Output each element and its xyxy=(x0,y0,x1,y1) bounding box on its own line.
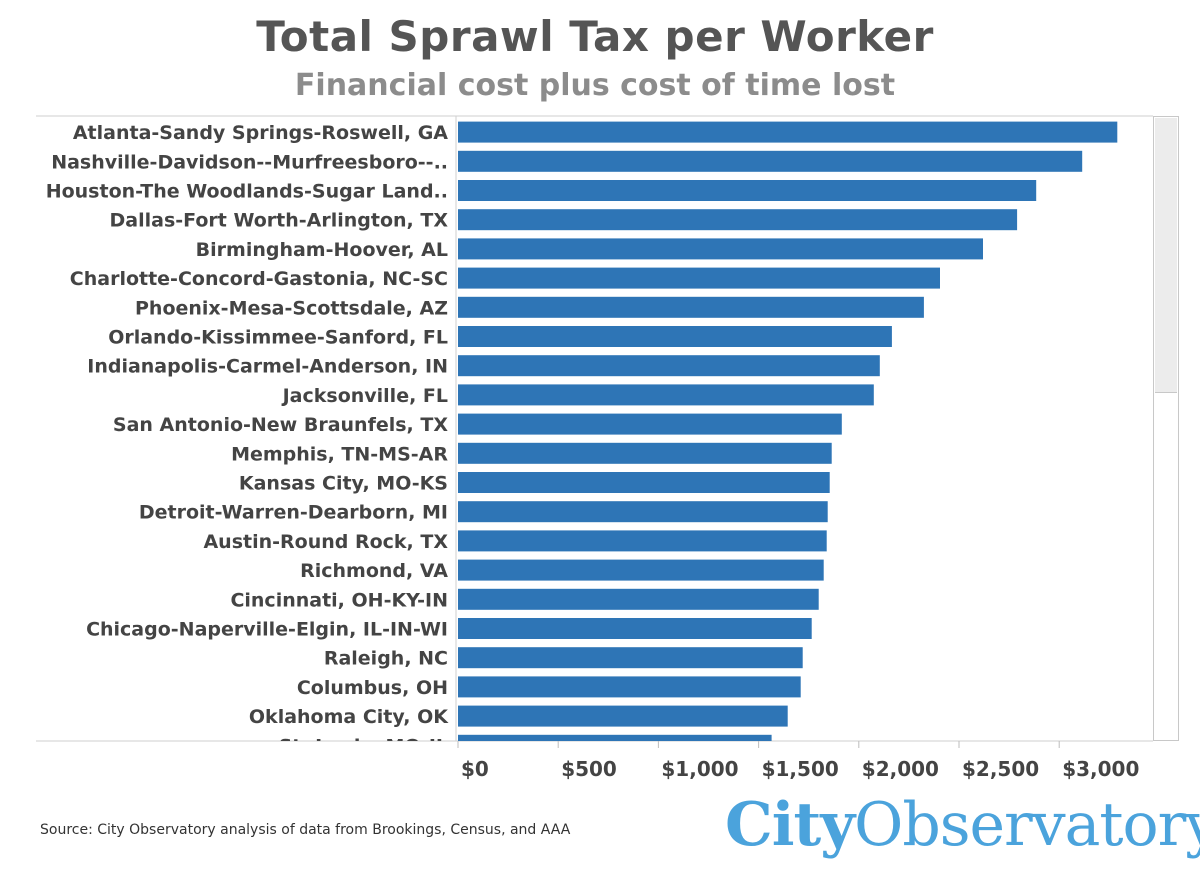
category-label-12: Kansas City, MO-KS xyxy=(239,473,448,495)
x-tick-label-5: $2,500 xyxy=(962,757,1039,781)
bars-group xyxy=(458,121,1118,756)
bar-20[interactable] xyxy=(458,705,788,727)
category-label-15: Richmond, VA xyxy=(300,560,448,582)
bar-3[interactable] xyxy=(458,209,1018,231)
category-label-4: Birmingham-Hoover, AL xyxy=(196,239,448,261)
category-label-9: Jacksonville, FL xyxy=(281,385,448,407)
category-label-16: Cincinnati, OH-KY-IN xyxy=(230,589,448,611)
chart-title: Total Sprawl Tax per Worker xyxy=(256,12,934,61)
x-tick-label-3: $1,500 xyxy=(762,757,839,781)
bar-18[interactable] xyxy=(458,647,803,669)
bar-1[interactable] xyxy=(458,150,1083,172)
category-label-18: Raleigh, NC xyxy=(324,648,448,670)
bar-8[interactable] xyxy=(458,355,880,377)
x-tick-label-4: $2,000 xyxy=(862,757,939,781)
category-label-17: Chicago-Naperville-Elgin, IL-IN-WI xyxy=(86,619,448,641)
category-label-13: Detroit-Warren-Dearborn, MI xyxy=(139,502,448,524)
bar-0[interactable] xyxy=(458,121,1118,143)
category-label-21: St. Louis, MO-IL xyxy=(279,735,448,757)
logo-observatory-text: Observatory xyxy=(854,790,1200,860)
bar-16[interactable] xyxy=(458,588,819,610)
scrollbar-thumb[interactable] xyxy=(1155,118,1177,393)
bar-4[interactable] xyxy=(458,238,983,260)
category-label-8: Indianapolis-Carmel-Anderson, IN xyxy=(87,356,448,378)
bar-14[interactable] xyxy=(458,530,827,552)
category-label-7: Orlando-Kissimmee-Sanford, FL xyxy=(108,327,448,349)
bar-9[interactable] xyxy=(458,384,874,406)
bar-5[interactable] xyxy=(458,267,940,289)
bar-7[interactable] xyxy=(458,326,892,347)
x-tick-label-2: $1,000 xyxy=(661,757,738,781)
category-label-3: Dallas-Fort Worth-Arlington, TX xyxy=(110,210,449,232)
category-label-0: Atlanta-Sandy Springs-Roswell, GA xyxy=(73,122,448,144)
bar-10[interactable] xyxy=(458,413,842,435)
category-label-20: Oklahoma City, OK xyxy=(249,706,449,728)
bar-2[interactable] xyxy=(458,180,1037,201)
category-label-10: San Antonio-New Braunfels, TX xyxy=(113,414,448,436)
category-label-6: Phoenix-Mesa-Scottsdale, AZ xyxy=(135,297,448,319)
x-axis-group: $0 $500 $1,000 $1,500 $2,000 $2,500 $3,000 xyxy=(457,741,1139,781)
category-label-1: Nashville-Davidson--Murfreesboro--.. xyxy=(51,151,448,173)
x-tick-label-0: $0 xyxy=(461,757,489,781)
vertical-scrollbar[interactable] xyxy=(1153,116,1179,741)
bar-12[interactable] xyxy=(458,472,830,493)
bar-19[interactable] xyxy=(458,676,801,698)
category-label-14: Austin-Round Rock, TX xyxy=(203,531,448,553)
bar-21[interactable] xyxy=(458,734,772,756)
bar-17[interactable] xyxy=(458,618,812,639)
bar-6[interactable] xyxy=(458,296,924,318)
category-label-11: Memphis, TN-MS-AR xyxy=(231,443,448,465)
x-tick-label-6: $3,000 xyxy=(1062,757,1139,781)
logo-city-text: City xyxy=(725,790,855,860)
x-tick-label-1: $500 xyxy=(561,757,617,781)
bar-11[interactable] xyxy=(458,442,832,464)
city-observatory-logo[interactable]: CityObservatory xyxy=(725,790,1200,860)
category-label-19: Columbus, OH xyxy=(297,677,448,699)
bar-13[interactable] xyxy=(458,501,828,523)
category-label-5: Charlotte-Concord-Gastonia, NC-SC xyxy=(70,268,448,290)
chart-subtitle: Financial cost plus cost of time lost xyxy=(294,68,896,103)
category-labels-group: Atlanta-Sandy Springs-Roswell, GA Nashvil… xyxy=(46,122,450,757)
category-label-2: Houston-The Woodlands-Sugar Land.. xyxy=(46,181,448,203)
source-note: Source: City Observatory analysis of dat… xyxy=(40,822,571,838)
bar-15[interactable] xyxy=(458,559,824,581)
